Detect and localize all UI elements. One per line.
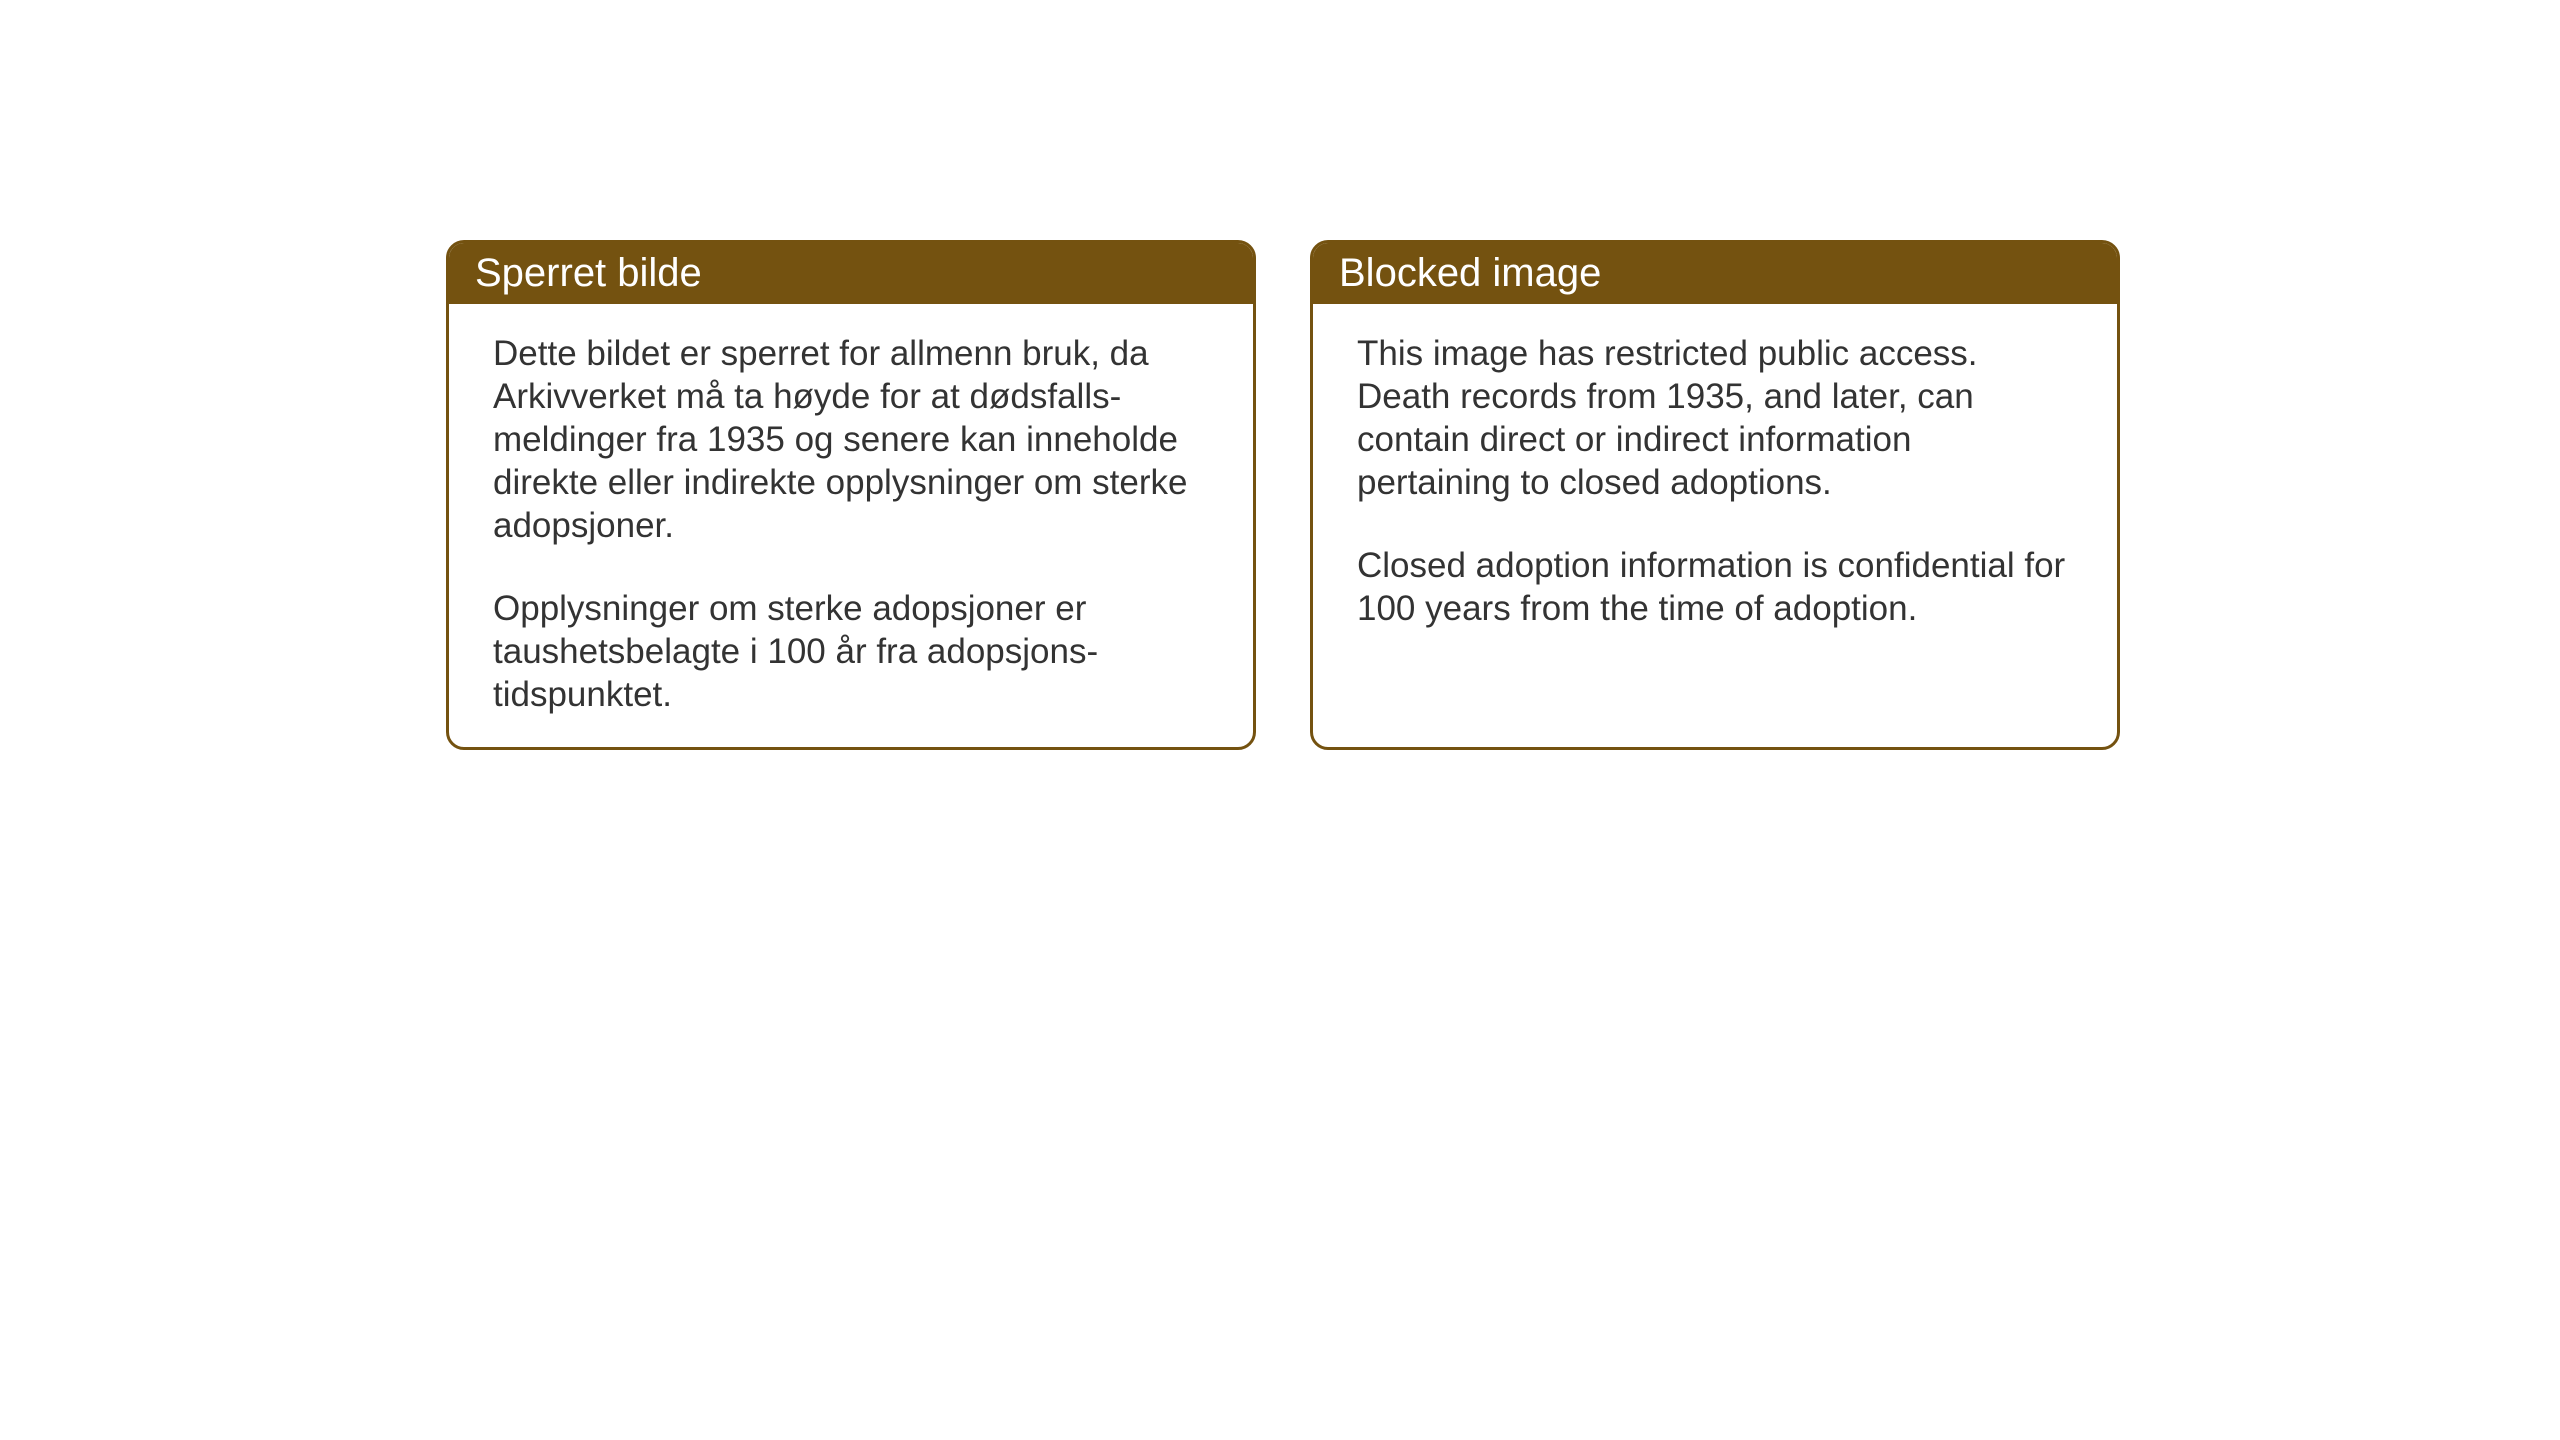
card-english-paragraph-2: Closed adoption information is confident… <box>1357 544 2073 630</box>
card-norwegian-paragraph-2: Opplysninger om sterke adopsjoner er tau… <box>493 587 1209 716</box>
card-english-paragraph-1: This image has restricted public access.… <box>1357 332 2073 504</box>
card-english-body: This image has restricted public access.… <box>1313 304 2117 658</box>
card-english-title: Blocked image <box>1339 251 1601 295</box>
cards-container: Sperret bilde Dette bildet er sperret fo… <box>0 0 2560 750</box>
card-norwegian-paragraph-1: Dette bildet er sperret for allmenn bruk… <box>493 332 1209 547</box>
card-norwegian-title: Sperret bilde <box>475 251 702 295</box>
card-norwegian: Sperret bilde Dette bildet er sperret fo… <box>446 240 1256 750</box>
card-english-header: Blocked image <box>1313 243 2117 304</box>
card-norwegian-body: Dette bildet er sperret for allmenn bruk… <box>449 304 1253 744</box>
card-norwegian-header: Sperret bilde <box>449 243 1253 304</box>
card-english: Blocked image This image has restricted … <box>1310 240 2120 750</box>
